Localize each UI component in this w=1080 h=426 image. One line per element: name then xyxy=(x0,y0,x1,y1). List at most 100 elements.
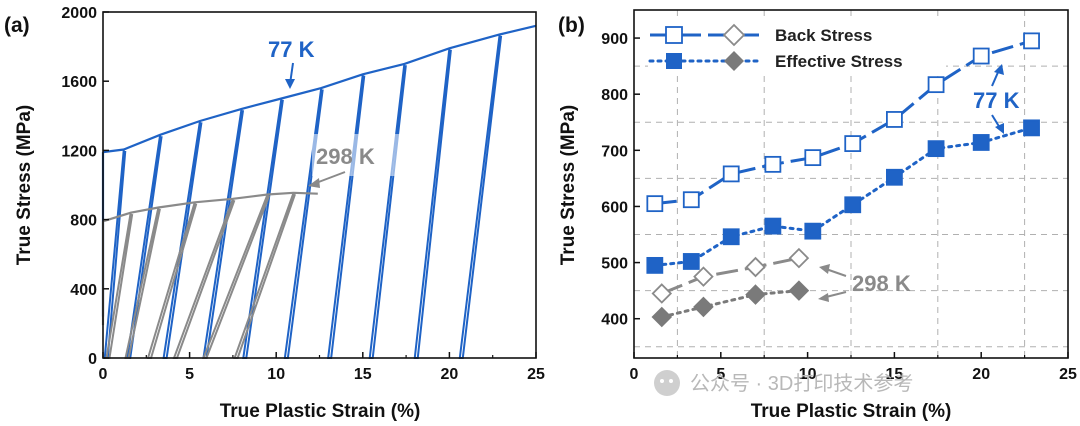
panel-b-back-stress-298k-line xyxy=(661,256,800,295)
legend-open-square-marker xyxy=(665,26,683,44)
panel-a-series-77k-unload-loop xyxy=(458,34,503,359)
panel-b-ytick-label: 600 xyxy=(601,199,628,216)
panel-a-xtick-label: 10 xyxy=(267,366,285,383)
panel-b-effective-stress-77k-marker xyxy=(1023,119,1040,137)
panel-b-77k-arrowhead-down xyxy=(995,123,1004,134)
panel-a-ytick-label: 0 xyxy=(88,351,97,368)
panel-a-ytick-label: 2000 xyxy=(61,5,97,22)
panel-b-effective-stress-77k-marker xyxy=(927,140,945,158)
panel-b-xtick-label: 20 xyxy=(972,366,990,383)
panel-b-298k-arrow-up xyxy=(825,268,847,277)
legend-filled-diamond-marker xyxy=(724,51,744,71)
panel-b-xtick-label: 5 xyxy=(716,366,725,383)
panel-a-ytick-label: 1200 xyxy=(61,143,97,160)
wechat-logo-eye-right xyxy=(669,379,673,383)
legend-open-diamond-marker xyxy=(722,23,746,47)
panel-b-back-stress-298k-marker xyxy=(745,256,766,278)
panel-b-effective-stress-77k-marker xyxy=(722,228,740,246)
panel-a-series-77k-unload-loop xyxy=(283,87,324,359)
panel-b-ytick-label: 500 xyxy=(601,256,628,273)
panel-a-xtick-label: 20 xyxy=(441,366,459,383)
panel-a-xtick-label: 5 xyxy=(185,366,194,383)
legend-back-stress-label: Back Stress xyxy=(775,26,872,45)
panel-a-298k-arrowhead xyxy=(308,178,320,188)
legend-backdrop xyxy=(648,20,946,74)
panel-a-series-77k-envelope xyxy=(102,24,537,154)
axes-layer: 0 5 10 15 20 25 0 400 800 1200 1600 2000 0 5 10 15 20 25 4… xyxy=(61,5,1077,383)
panel-b-back-stress-77k-marker xyxy=(927,76,945,94)
panel-b-effective-stress-77k-marker xyxy=(972,134,990,151)
panel-b-back-stress-77k-marker xyxy=(1023,32,1040,50)
panel-a-77k-arrowhead xyxy=(285,79,295,89)
panel-a-series-298k-unload-loop xyxy=(172,198,236,359)
panel-b-xtick-label: 25 xyxy=(1059,366,1077,383)
panel-a-series-298k-envelope xyxy=(102,191,318,223)
panel-b-back-stress-77k-marker xyxy=(646,195,664,213)
panel-b-298k-arrowhead-down xyxy=(818,293,829,302)
panel-b-effective-stress-298k-marker xyxy=(745,284,766,305)
panel-a-ytick-label: 1600 xyxy=(61,74,97,91)
panel-a-ytick-label: 800 xyxy=(70,213,97,230)
panel-a-ytick-label: 400 xyxy=(70,282,97,299)
panel-a-series-77k-unload-loop xyxy=(327,74,366,359)
panel-a-series-77k-unload-loop xyxy=(162,120,203,359)
panel-b-back-stress-77k-marker xyxy=(886,111,903,128)
panel-b-298k-arrowhead-up xyxy=(819,264,830,274)
panel-a-298k-annotation: 298 K xyxy=(316,144,375,169)
panel-b-77k-arrowhead-up xyxy=(994,64,1004,75)
panel-b-ylabel: True Stress (MPa) xyxy=(558,105,579,266)
panel-b-effective-stress-77k-line xyxy=(653,126,1033,267)
panel-b-xlabel: True Plastic Strain (%) xyxy=(751,401,952,422)
panel-b-effective-stress-77k-marker xyxy=(764,217,782,235)
panel-a-series-298k-unload-loop xyxy=(201,194,270,359)
panel-b-ytick-label: 700 xyxy=(601,143,628,160)
panel-a-series-298k-unload-loop xyxy=(105,212,134,359)
panel-b-effective-stress-77k-marker xyxy=(844,196,862,214)
panel-b-ytick-label: 900 xyxy=(601,31,628,48)
panel-a-series-77k-unload-loop xyxy=(413,48,452,359)
panel-a-xtick-label: 25 xyxy=(527,366,545,383)
panel-b-label: (b) xyxy=(558,14,585,37)
panel-b-effective-stress-77k-marker xyxy=(804,222,822,240)
panel-a-xlabel: True Plastic Strain (%) xyxy=(220,401,421,422)
panel-b-effective-stress-298k-marker xyxy=(693,296,714,318)
wechat-logo-eye-left xyxy=(660,379,664,383)
panel-b-77k-annotation: 77 K xyxy=(973,88,1020,113)
panel-b-effective-stress-298k-marker xyxy=(788,280,810,301)
panel-b-ytick-label: 400 xyxy=(601,312,628,329)
panel-b-back-stress-77k-marker xyxy=(764,155,782,173)
panel-b-xtick-label: 15 xyxy=(886,366,904,383)
panel-b-back-stress-77k-marker xyxy=(804,149,822,167)
panel-b-back-stress-298k-marker xyxy=(693,266,714,287)
panel-b-legend: Back Stress Effective Stress xyxy=(648,20,946,74)
panel-a-298k-label-backdrop xyxy=(312,134,402,176)
panel-b-effective-stress-298k-marker xyxy=(651,306,673,328)
panel-b-298k-arrow-down xyxy=(825,291,847,298)
panel-b-back-stress-298k-marker xyxy=(651,283,673,304)
panel-b-back-stress-77k-line xyxy=(654,39,1032,206)
panel-b-effective-stress-77k-marker xyxy=(682,253,700,270)
panel-b-xtick-label: 10 xyxy=(799,366,817,383)
watermark-text: 公众号 · 3D打印技术参考 xyxy=(690,372,913,395)
panel-a-xtick-label: 15 xyxy=(354,366,372,383)
legend-filled-square-marker xyxy=(666,53,682,69)
panel-b-ytick-label: 800 xyxy=(601,87,628,104)
panel-b-back-stress-77k-marker xyxy=(682,191,700,209)
panel-a-298k-arrow xyxy=(315,171,346,184)
panel-b-effective-stress-77k-marker xyxy=(646,256,664,274)
panel-b-back-stress-298k-marker xyxy=(788,247,810,269)
panel-b-effective-stress-77k-marker xyxy=(886,168,903,186)
panel-a-77k-annotation: 77 K xyxy=(268,37,315,62)
wechat-logo-icon xyxy=(654,370,680,396)
panel-b-back-stress-77k-marker xyxy=(972,47,990,65)
legend-effective-stress-label: Effective Stress xyxy=(775,52,903,71)
panel-a-xtick-label: 0 xyxy=(99,366,108,383)
panel-a-ylabel: True Stress (MPa) xyxy=(14,105,35,266)
panel-a-label: (a) xyxy=(4,14,30,37)
panel-b-back-stress-77k-marker xyxy=(722,165,740,183)
panel-b-back-stress-77k-marker xyxy=(844,135,862,152)
panel-b-xtick-label: 0 xyxy=(630,366,639,383)
panel-b-effective-stress-298k-line xyxy=(660,289,801,319)
panel-b-298k-annotation: 298 K xyxy=(852,271,911,296)
